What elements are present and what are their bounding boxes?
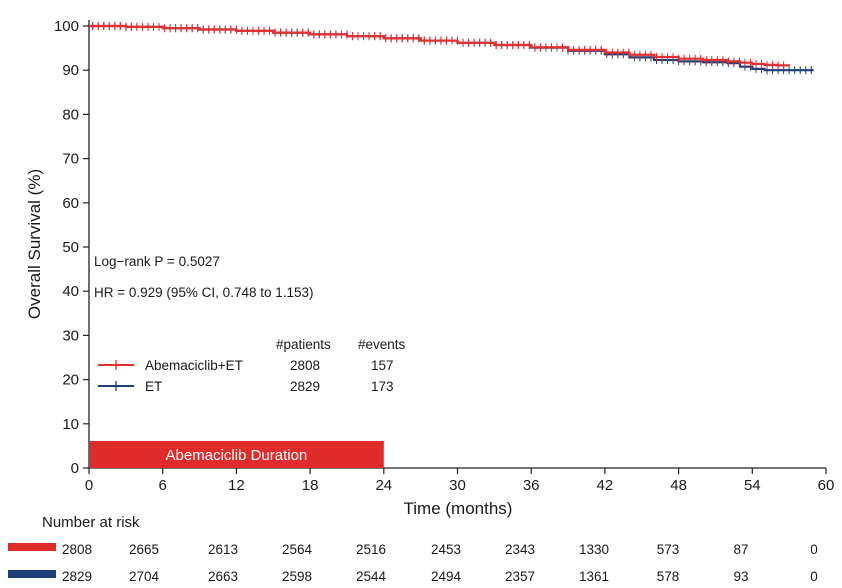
risk-cell-1-10: 0 [810, 569, 818, 584]
risk-cell-1-7: 1361 [579, 569, 609, 584]
y-tick-label-20: 20 [62, 372, 79, 389]
risk-cell-0-8: 573 [657, 542, 680, 557]
legend-events-header: #events [358, 337, 406, 352]
x-tick-label-12: 12 [228, 477, 245, 494]
y-tick-label-40: 40 [62, 283, 79, 300]
abemaciclib-duration-bar [89, 441, 384, 468]
x-tick-label-24: 24 [375, 477, 392, 494]
chart-axes: 0 10 20 30 40 50 60 70 80 90 100 0 6 12 18 24 30 36 42 48 54… [54, 18, 834, 494]
x-tick-label-48: 48 [670, 477, 687, 494]
x-tick-label-36: 36 [523, 477, 540, 494]
legend: #patients #events Abemaciclib+ET 2808 157 E… [98, 337, 406, 394]
number-at-risk-table: Number at risk 2808 2665 2613 2564 2516 2453 2… [8, 514, 818, 584]
risk-row-swatch-0 [8, 543, 56, 551]
y-tick-label-30: 30 [62, 327, 79, 344]
legend-patients-0: 2808 [290, 358, 320, 373]
risk-cell-0-9: 87 [733, 542, 748, 557]
series-line-1 [89, 24, 814, 72]
legend-events-0: 157 [371, 358, 394, 373]
risk-cell-1-9: 93 [733, 569, 748, 584]
annotations: Log−rank P = 0.5027 HR = 0.929 (95% CI, … [94, 254, 314, 300]
x-tick-label-54: 54 [744, 477, 761, 494]
y-tick-label-50: 50 [62, 239, 79, 256]
duration-bar-group: Abemaciclib Duration [89, 441, 384, 468]
censor-ticks-0 [92, 22, 785, 70]
y-tick-label-0: 0 [71, 460, 79, 477]
risk-cell-1-0: 2829 [62, 569, 92, 584]
y-tick-label-60: 60 [62, 195, 79, 212]
x-tick-label-0: 0 [85, 477, 93, 494]
x-tick-label-30: 30 [449, 477, 466, 494]
risk-cell-1-6: 2357 [505, 569, 535, 584]
survival-curves [89, 22, 814, 75]
y-tick-label-70: 70 [62, 151, 79, 168]
risk-cell-0-5: 2453 [431, 542, 461, 557]
legend-label-0: Abemaciclib+ET [145, 358, 243, 373]
risk-cell-0-1: 2665 [129, 542, 159, 557]
risk-cell-0-10: 0 [810, 542, 818, 557]
risk-cell-1-2: 2663 [208, 569, 238, 584]
y-tick-label-10: 10 [62, 416, 79, 433]
risk-table-title: Number at risk [42, 514, 140, 531]
y-tick-label-100: 100 [54, 18, 79, 35]
legend-events-1: 173 [371, 379, 394, 394]
risk-cell-1-1: 2704 [129, 569, 160, 584]
x-tick-label-42: 42 [597, 477, 614, 494]
hr-annotation: HR = 0.929 (95% CI, 0.748 to 1.153) [94, 285, 314, 300]
risk-row-swatch-1 [8, 570, 56, 578]
x-axis-title: Time (months) [404, 499, 513, 518]
legend-label-1: ET [145, 379, 162, 394]
x-tick-label-6: 6 [159, 477, 167, 494]
logrank-annotation: Log−rank P = 0.5027 [94, 254, 220, 269]
risk-cell-0-0: 2808 [62, 542, 92, 557]
risk-cell-1-5: 2494 [431, 569, 462, 584]
risk-cell-0-6: 2343 [505, 542, 535, 557]
duration-bar-label: Abemaciclib Duration [166, 447, 308, 464]
x-tick-label-60: 60 [818, 477, 835, 494]
risk-cell-1-4: 2544 [356, 569, 387, 584]
legend-patients-1: 2829 [290, 379, 320, 394]
risk-cell-1-3: 2598 [282, 569, 312, 584]
risk-cell-0-4: 2516 [356, 542, 386, 557]
risk-cell-0-3: 2564 [282, 542, 313, 557]
y-axis-title: Overall Survival (%) [25, 169, 44, 319]
risk-cell-0-2: 2613 [208, 542, 238, 557]
legend-patients-header: #patients [276, 337, 331, 352]
risk-cell-1-8: 578 [657, 569, 680, 584]
x-tick-label-18: 18 [302, 477, 319, 494]
y-tick-label-90: 90 [62, 62, 79, 79]
y-tick-label-80: 80 [62, 106, 79, 123]
risk-cell-0-7: 1330 [579, 542, 609, 557]
